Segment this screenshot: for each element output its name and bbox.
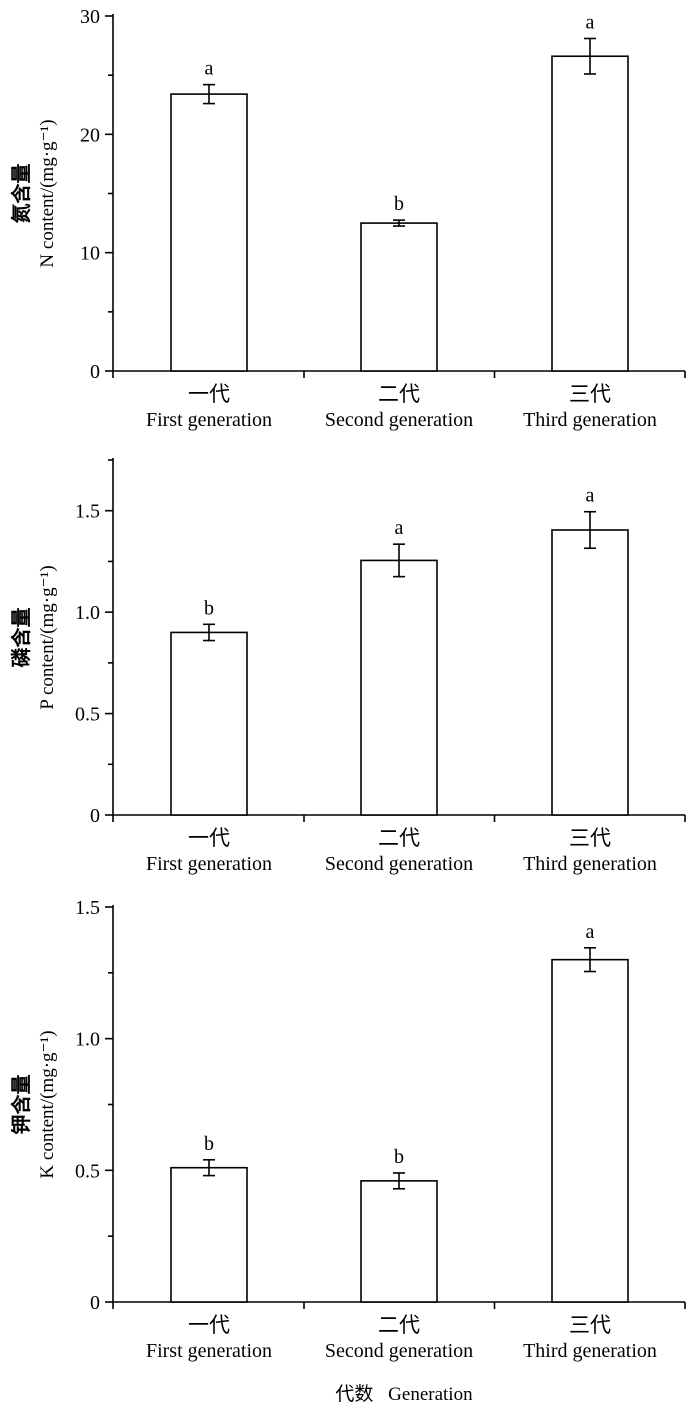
significance-letter-1: a: [205, 58, 214, 80]
y-tick-label: 30: [80, 6, 100, 28]
category-label-cn-1: 一代: [188, 382, 230, 406]
category-label-en-2: Second generation: [325, 409, 473, 431]
category-label-en-1: First generation: [146, 409, 272, 431]
category-label-en-3: Third generation: [523, 409, 657, 431]
y-tick-label: 10: [80, 243, 100, 265]
significance-letter-1: b: [204, 597, 214, 619]
y-tick-label: 0: [90, 1292, 100, 1314]
y-axis-title-cn: 磷含量: [9, 608, 33, 668]
category-label-cn-2: 二代: [378, 826, 420, 850]
significance-letter-2: a: [395, 517, 404, 539]
category-label-cn-1: 一代: [188, 826, 230, 850]
significance-letter-1: b: [204, 1133, 214, 1155]
bar-2: [360, 559, 438, 816]
category-label-cn-1: 一代: [188, 1313, 230, 1337]
category-label-en-2: Second generation: [325, 853, 473, 875]
significance-letter-2: b: [394, 1146, 404, 1168]
significance-letter-2: b: [394, 193, 404, 215]
category-label-en-1: First generation: [146, 1340, 272, 1362]
y-tick-label: 1.5: [75, 897, 100, 919]
y-axis-title-en: P content/(mg·g⁻¹): [37, 565, 58, 709]
chart-k-content: 0 0.5 1.0 1.5 b 一代 First generation b 二代 Second g…: [9, 897, 686, 1362]
y-axis-title-en: K content/(mg·g⁻¹): [37, 1030, 58, 1178]
bar-2: [360, 1180, 438, 1303]
y-axis-title-en: N content/(mg·g⁻¹): [37, 119, 58, 267]
y-axis-title-cn: 钾含量: [9, 1075, 33, 1135]
y-tick-label: 1.0: [75, 602, 100, 624]
category-label-en-3: Third generation: [523, 1340, 657, 1362]
bar-1: [170, 1166, 248, 1303]
significance-letter-3: a: [586, 485, 595, 507]
category-label-en-1: First generation: [146, 853, 272, 875]
bar-1: [170, 631, 248, 816]
x-axis-title-cn: 代数: [335, 1383, 373, 1405]
y-axis-title-cn: 氮含量: [9, 164, 33, 224]
y-tick-label: 1.5: [75, 501, 100, 523]
x-axis-title-en: Generation: [388, 1384, 473, 1405]
category-label-cn-3: 三代: [569, 1313, 611, 1337]
bar-1: [170, 93, 248, 372]
category-label-cn-2: 二代: [378, 382, 420, 406]
bar-3: [551, 529, 629, 816]
y-tick-label: 20: [80, 124, 100, 146]
x-axis-title: 代数 Generation: [335, 1383, 473, 1405]
significance-letter-3: a: [586, 11, 595, 33]
chart-n-content: 0 10 20 30 a 一代 First generation b 二代 Second gene…: [9, 6, 686, 431]
category-label-cn-2: 二代: [378, 1313, 420, 1337]
bar-3: [551, 958, 629, 1303]
y-tick-label: 0: [90, 805, 100, 827]
category-label-cn-3: 三代: [569, 382, 611, 406]
significance-letter-3: a: [586, 921, 595, 943]
category-label-cn-3: 三代: [569, 826, 611, 850]
bar-2: [360, 222, 438, 372]
y-tick-label: 0.5: [75, 1160, 100, 1182]
y-tick-label: 0: [90, 361, 100, 383]
category-label-en-2: Second generation: [325, 1340, 473, 1362]
category-label-en-3: Third generation: [523, 853, 657, 875]
y-tick-label: 1.0: [75, 1029, 100, 1051]
chart-p-content: 0 0.5 1.0 1.5 b 一代 First generation a 二代 Second g…: [9, 458, 686, 875]
y-tick-label: 0.5: [75, 704, 100, 726]
bar-3: [551, 55, 629, 372]
